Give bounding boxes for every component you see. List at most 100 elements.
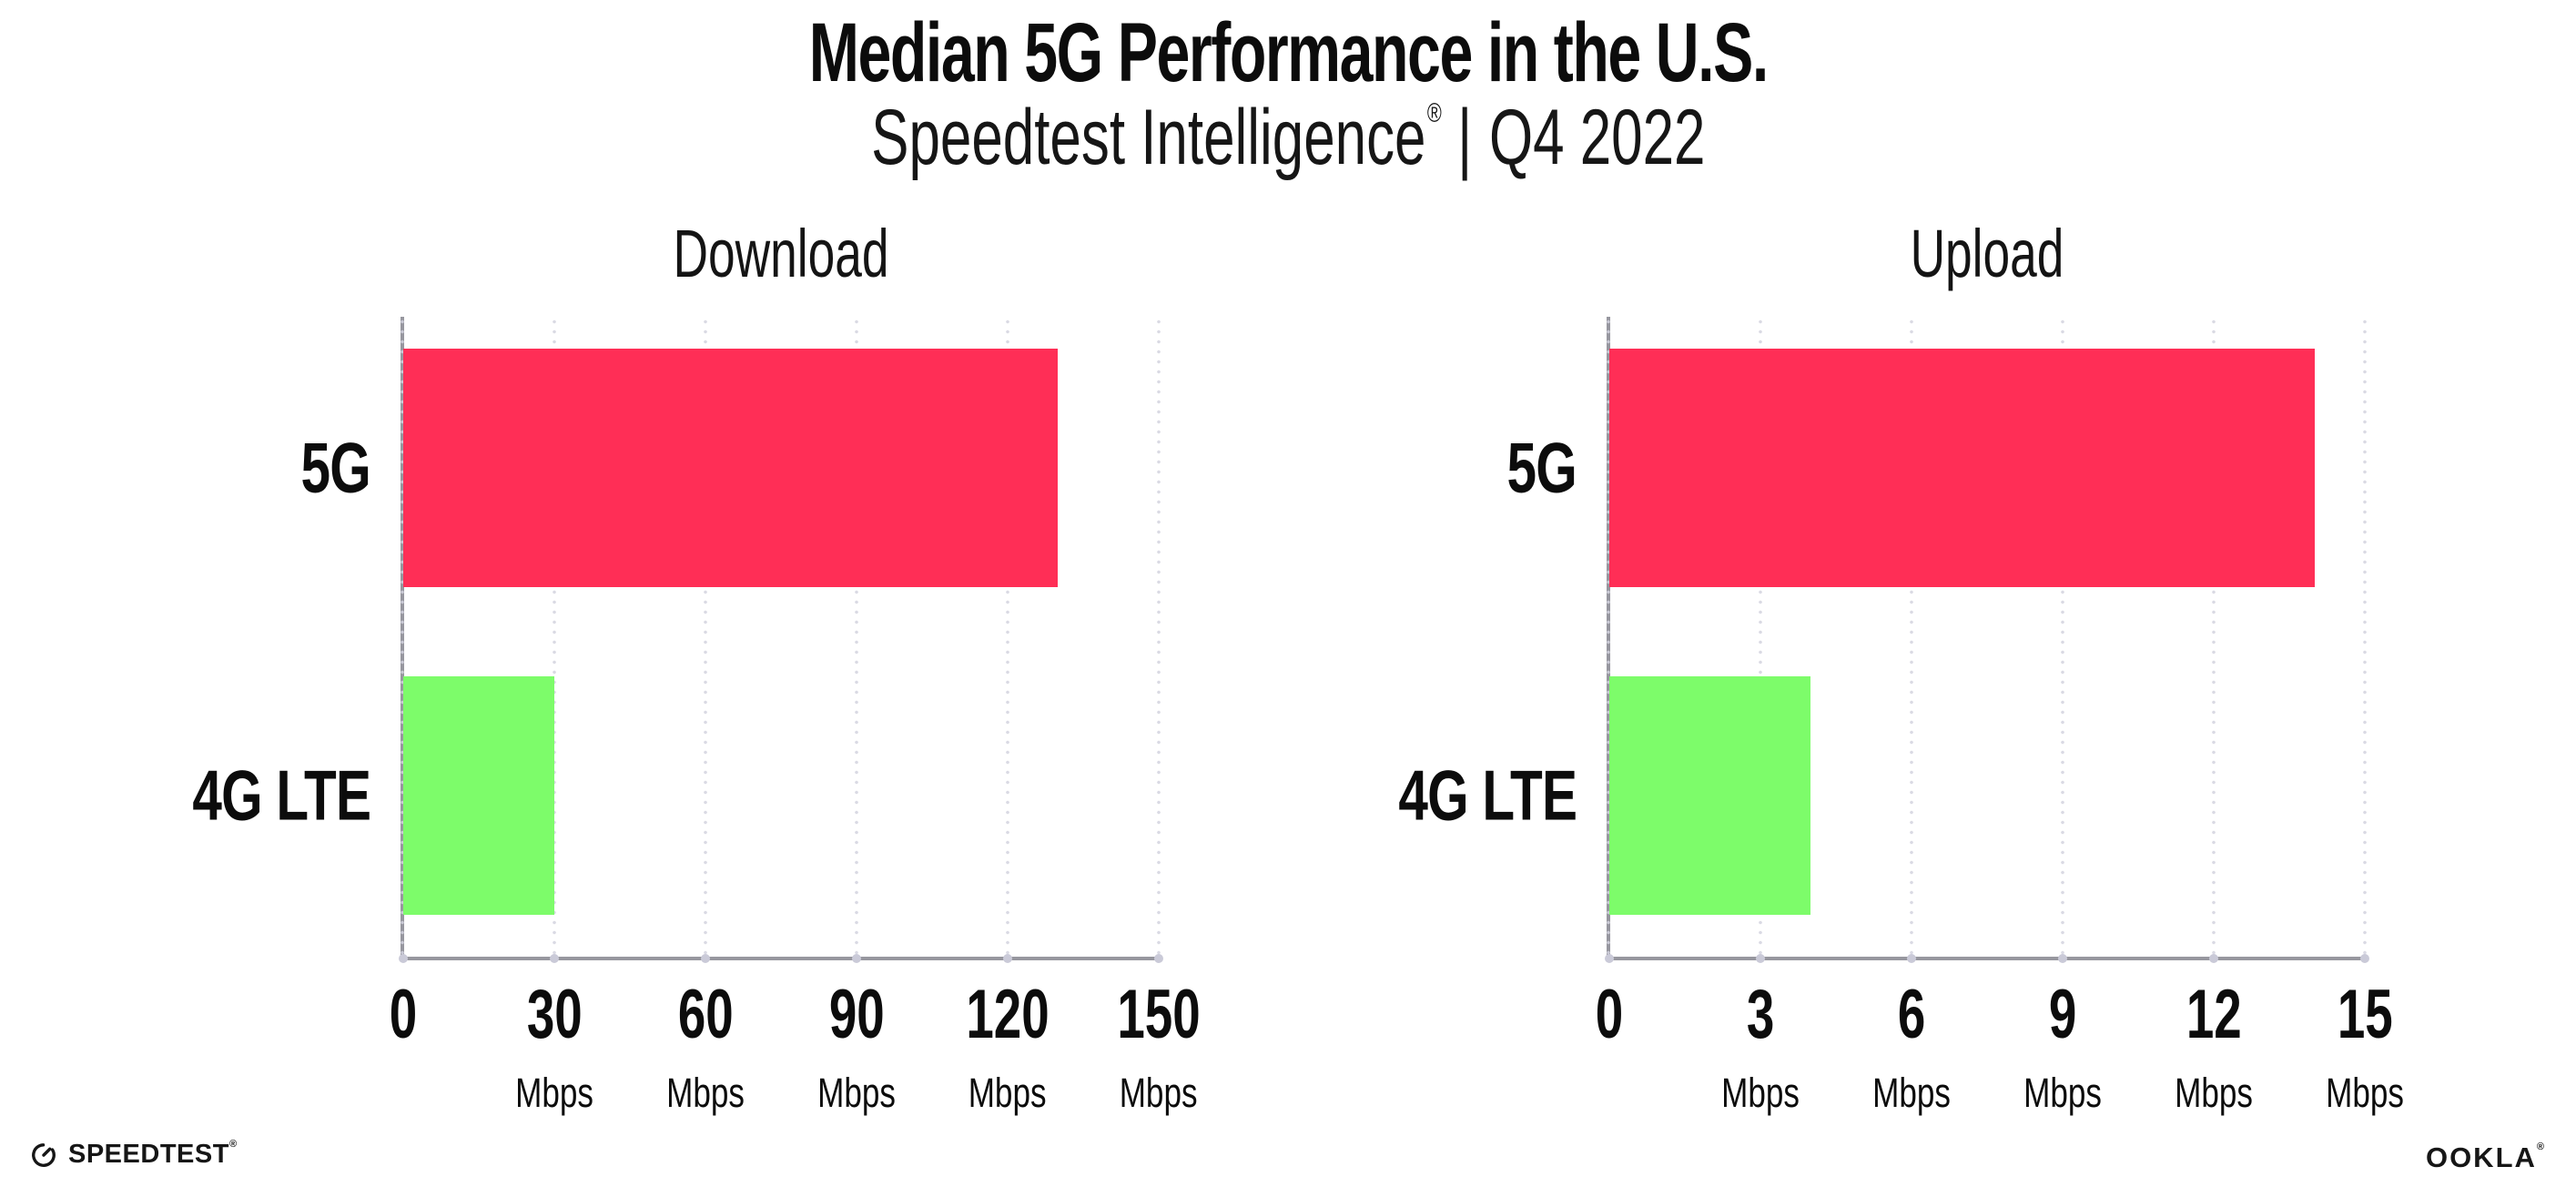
x-tick-value-text: 0 bbox=[389, 976, 418, 1053]
x-tick-unit: Mbps bbox=[2013, 1070, 2113, 1126]
x-tick-unit: Mbps bbox=[1101, 1070, 1217, 1126]
category-label-text: 4G LTE bbox=[1398, 755, 1577, 836]
chart-title-upload: Upload bbox=[1881, 215, 2094, 292]
x-tick-value: 60 bbox=[655, 979, 756, 1070]
x-axis-line bbox=[1607, 957, 2367, 960]
x-tick-value: 150 bbox=[1101, 979, 1217, 1070]
x-tick-unit: Mbps bbox=[655, 1070, 756, 1126]
axis-tick-dot bbox=[852, 954, 861, 963]
category-label-text: 4G LTE bbox=[192, 755, 371, 836]
x-tick-15: 15 Mbps bbox=[2315, 979, 2415, 1126]
category-label-text: 5G bbox=[300, 427, 370, 508]
x-tick-unit: Mbps bbox=[504, 1070, 604, 1126]
x-tick-value: 3 bbox=[1710, 979, 1810, 1070]
axis-tick-dot bbox=[1756, 954, 1765, 963]
bar-4g-lte bbox=[1609, 676, 1811, 915]
gridline bbox=[855, 317, 858, 959]
x-tick-value: 12 bbox=[2164, 979, 2264, 1070]
x-tick-60: 60 Mbps bbox=[655, 979, 756, 1126]
x-tick-value: 6 bbox=[1861, 979, 1962, 1070]
gridline bbox=[1157, 317, 1161, 959]
y-axis-dots bbox=[401, 317, 404, 959]
gridline bbox=[2212, 317, 2216, 959]
registered-mark: ® bbox=[228, 1139, 238, 1151]
x-tick-value-text: 150 bbox=[1117, 976, 1201, 1053]
ookla-wordmark: OOKLA® bbox=[2425, 1141, 2546, 1173]
speedtest-gauge-icon bbox=[32, 1142, 56, 1167]
axis-tick-dot bbox=[1154, 954, 1163, 963]
x-tick-unit: Mbps bbox=[1861, 1070, 1962, 1126]
x-tick-30: 30 Mbps bbox=[504, 979, 604, 1126]
x-tick-value: 120 bbox=[950, 979, 1066, 1070]
x-tick-9: 9 Mbps bbox=[2013, 979, 2113, 1126]
x-tick-unit: Mbps bbox=[950, 1070, 1066, 1126]
x-tick-value-text: 60 bbox=[677, 976, 734, 1053]
page-title-text: Median 5G Performance in the U.S. bbox=[808, 6, 1769, 99]
x-tick-unit-text: Mbps bbox=[1120, 1070, 1198, 1116]
axis-tick-dot bbox=[1003, 954, 1012, 963]
x-tick-12: 12 Mbps bbox=[2164, 979, 2264, 1126]
page-title: Median 5G Performance in the U.S. bbox=[0, 5, 2576, 101]
axis-tick-dot bbox=[701, 954, 710, 963]
x-tick-unit-text: Mbps bbox=[2175, 1070, 2253, 1116]
y-axis-dots bbox=[1607, 317, 1610, 959]
x-tick-value: 30 bbox=[504, 979, 604, 1070]
x-tick-unit: Mbps bbox=[1710, 1070, 1810, 1126]
x-tick-unit-text: Mbps bbox=[1721, 1070, 1800, 1116]
x-tick-value: 0 bbox=[384, 979, 422, 1070]
download-chart: Download 5G 4G LTE 0 30 Mbps 60 Mbps 90 Mbps 120 Mb… bbox=[192, 216, 1201, 1116]
x-tick-0: 0 bbox=[384, 979, 422, 1070]
bar-4g-lte bbox=[403, 676, 554, 915]
axis-tick-dot bbox=[2058, 954, 2067, 963]
axis-tick-dot bbox=[399, 954, 408, 963]
category-label-5g: 5G bbox=[278, 427, 370, 510]
x-tick-0: 0 bbox=[1590, 979, 1628, 1070]
registered-mark: ® bbox=[2536, 1141, 2546, 1152]
axis-tick-dot bbox=[1605, 954, 1614, 963]
x-tick-unit: Mbps bbox=[2164, 1070, 2264, 1126]
x-tick-value: 9 bbox=[2013, 979, 2113, 1070]
x-tick-value-text: 30 bbox=[526, 976, 583, 1053]
chart-title-text: Upload bbox=[1910, 216, 2064, 291]
speedtest-logo: SPEEDTEST® bbox=[30, 1139, 238, 1170]
gridline bbox=[1006, 317, 1009, 959]
category-label-5g: 5G bbox=[1484, 427, 1577, 510]
registered-mark: ® bbox=[1426, 98, 1442, 128]
x-tick-unit-text: Mbps bbox=[515, 1070, 593, 1116]
x-tick-unit-text: Mbps bbox=[817, 1070, 896, 1116]
page-subtitle: Speedtest Intelligence® | Q4 2022 bbox=[0, 93, 2576, 183]
x-tick-unit-text: Mbps bbox=[666, 1070, 745, 1116]
x-tick-unit-text: Mbps bbox=[2326, 1070, 2404, 1116]
speedtest-wordmark: SPEEDTEST® bbox=[68, 1139, 238, 1169]
x-tick-value-text: 6 bbox=[1897, 976, 1926, 1053]
chart-title-text: Download bbox=[673, 216, 889, 291]
chart-title-download: Download bbox=[631, 215, 930, 292]
x-tick-value: 15 bbox=[2315, 979, 2415, 1070]
x-tick-150: 150 Mbps bbox=[1101, 979, 1217, 1126]
gridline bbox=[553, 317, 556, 959]
x-tick-unit: Mbps bbox=[2315, 1070, 2415, 1126]
x-tick-value-text: 3 bbox=[1746, 976, 1775, 1053]
x-tick-90: 90 Mbps bbox=[806, 979, 907, 1126]
x-tick-unit-text: Mbps bbox=[969, 1070, 1047, 1116]
gridline bbox=[2061, 317, 2064, 959]
subtitle-brand: Speedtest Intelligence bbox=[870, 94, 1426, 181]
gridline bbox=[2363, 317, 2367, 959]
x-axis-line bbox=[401, 957, 1161, 960]
x-tick-value-text: 0 bbox=[1595, 976, 1624, 1053]
axis-tick-dot bbox=[2209, 954, 2218, 963]
x-tick-value-text: 12 bbox=[2186, 976, 2242, 1053]
category-label-text: 5G bbox=[1506, 427, 1577, 508]
x-tick-value: 90 bbox=[806, 979, 907, 1070]
x-tick-unit: Mbps bbox=[806, 1070, 907, 1126]
x-tick-3: 3 Mbps bbox=[1710, 979, 1810, 1126]
gridline bbox=[1759, 317, 1762, 959]
subtitle-separator: | bbox=[1456, 94, 1472, 181]
gridline bbox=[704, 317, 707, 959]
category-label-4g-lte: 4G LTE bbox=[133, 755, 371, 837]
axis-tick-dot bbox=[550, 954, 559, 963]
x-tick-value-text: 9 bbox=[2048, 976, 2077, 1053]
x-tick-value-text: 15 bbox=[2337, 976, 2393, 1053]
x-tick-value: 0 bbox=[1590, 979, 1628, 1070]
